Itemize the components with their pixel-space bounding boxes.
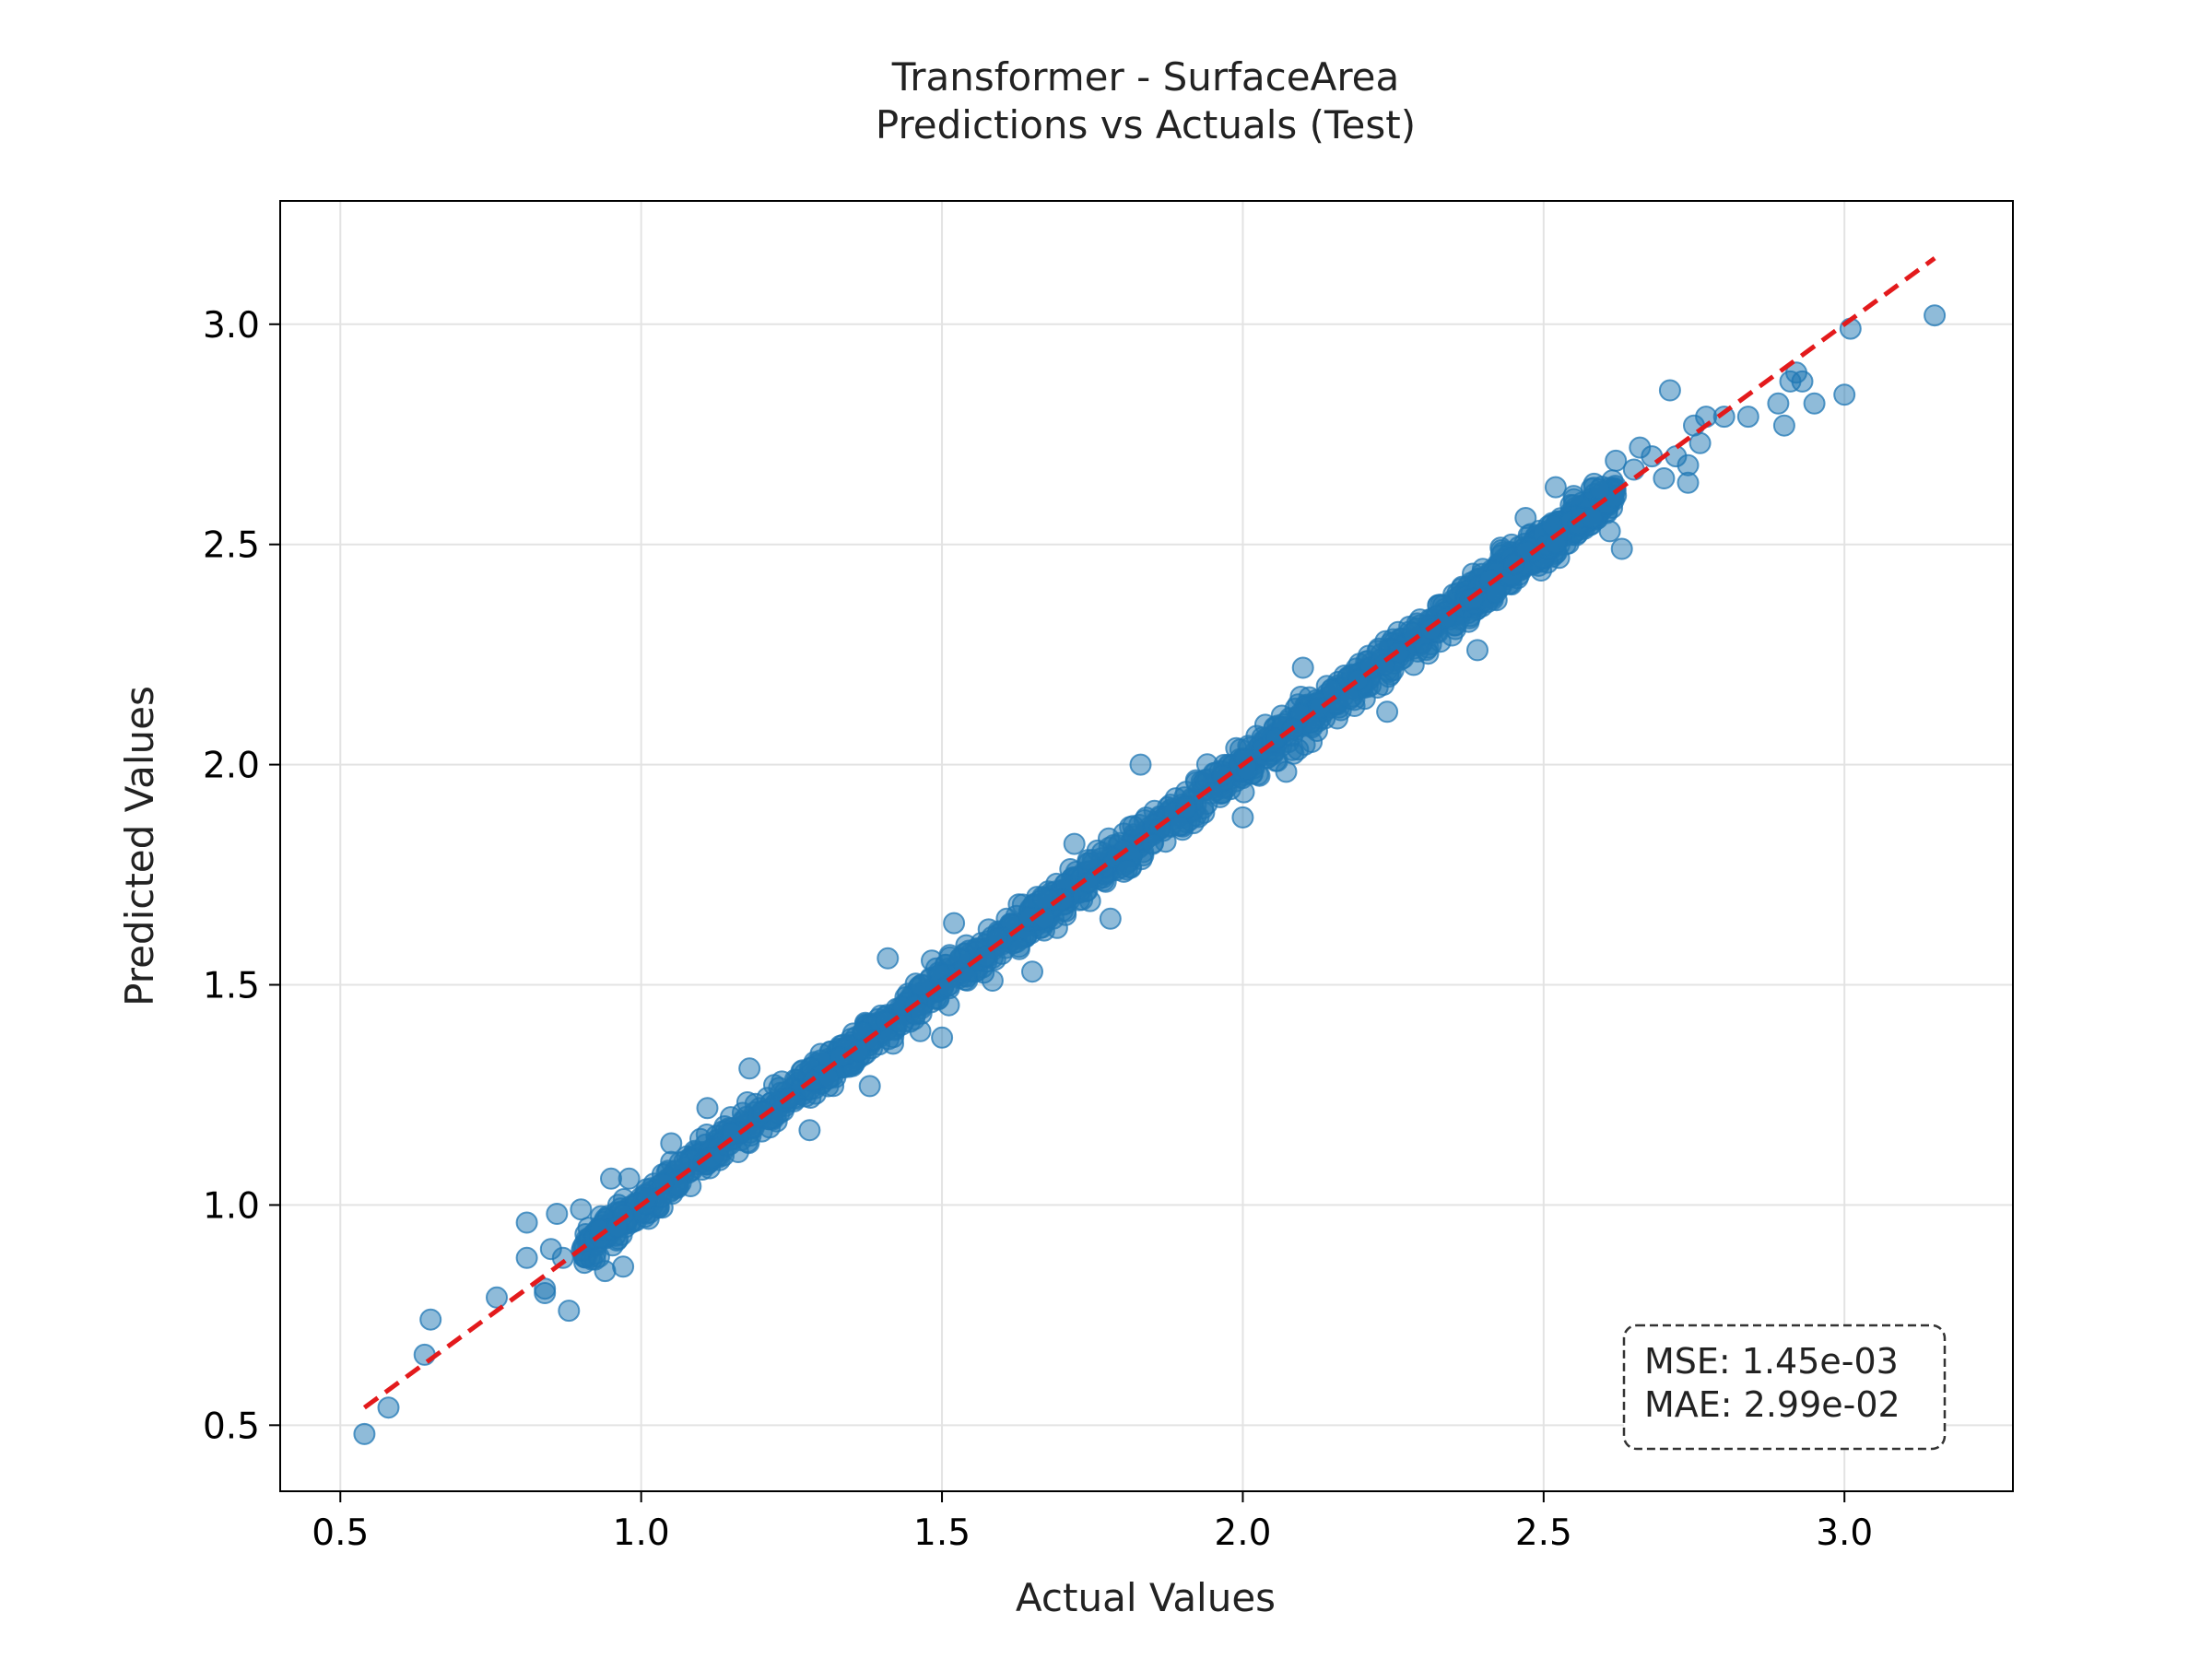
data-point <box>353 1422 376 1445</box>
data-point <box>1658 379 1681 402</box>
x-axis-label: Actual Values <box>1016 1575 1276 1620</box>
data-point <box>1562 485 1585 508</box>
chart-title: Transformer - SurfaceArea <box>891 54 1400 100</box>
data-point <box>419 1308 442 1331</box>
data-point <box>1610 537 1633 560</box>
data-point <box>1466 639 1488 662</box>
y-axis-label: Predicted Values <box>117 686 162 1006</box>
y-tick-label: 2.0 <box>203 746 260 787</box>
data-point <box>612 1255 635 1278</box>
reference-line <box>362 256 1936 1410</box>
data-point <box>1772 414 1795 437</box>
data-point <box>570 1198 593 1221</box>
data-point <box>1291 656 1314 679</box>
data-point <box>606 1216 629 1239</box>
data-point <box>910 1002 933 1025</box>
y-tick-label: 3.0 <box>203 305 260 347</box>
data-point <box>1736 406 1759 429</box>
data-point <box>1641 445 1664 468</box>
data-point <box>1376 700 1399 724</box>
data-point <box>877 1028 900 1051</box>
data-point <box>377 1396 400 1419</box>
data-point <box>1653 467 1676 489</box>
data-point <box>1099 907 1122 930</box>
data-point <box>1231 806 1254 829</box>
data-point <box>1122 815 1145 838</box>
data-point <box>738 1057 761 1080</box>
data-point <box>1417 642 1440 665</box>
y-tick-label: 1.5 <box>203 966 260 1007</box>
data-point <box>1077 849 1100 872</box>
data-point <box>534 1282 557 1304</box>
x-tick-label: 1.5 <box>913 1512 971 1554</box>
y-tick-label: 2.5 <box>203 525 260 567</box>
data-point <box>1141 832 1164 855</box>
data-point <box>486 1286 508 1309</box>
data-point <box>1168 815 1191 837</box>
x-tick-label: 3.0 <box>1816 1512 1873 1554</box>
data-point <box>618 1167 641 1190</box>
data-point <box>1129 753 1152 776</box>
data-point <box>931 1026 954 1049</box>
x-tick-label: 1.0 <box>613 1512 670 1554</box>
data-point <box>1514 507 1537 529</box>
data-point <box>1598 520 1621 543</box>
x-axis-ticks: 0.5 1.0 1.5 2.0 2.5 3.0 <box>312 1491 1873 1554</box>
data-point <box>1338 688 1361 711</box>
stats-box: MSE: 1.45e-03 MAE: 2.99e-02 <box>1622 1324 1947 1451</box>
data-point <box>1007 937 1030 960</box>
data-point <box>546 1203 569 1225</box>
plot-area-frame <box>279 200 2014 1492</box>
data-point <box>943 912 966 935</box>
data-point <box>1688 431 1712 454</box>
data-point <box>798 1119 821 1142</box>
data-point <box>1833 383 1856 406</box>
data-point <box>1605 449 1628 472</box>
data-point <box>910 973 933 996</box>
data-point <box>696 1097 719 1120</box>
data-point <box>1581 507 1604 529</box>
y-tick-label: 0.5 <box>203 1406 260 1447</box>
data-point <box>1767 392 1790 415</box>
stats-mse: MSE: 1.45e-03 <box>1644 1341 1899 1382</box>
y-tick-label: 1.0 <box>203 1185 260 1227</box>
data-point <box>660 1132 683 1155</box>
data-point <box>1791 370 1814 393</box>
data-point <box>1924 304 1947 327</box>
reference-line-group <box>362 256 1936 1410</box>
data-point <box>1544 476 1567 499</box>
data-point <box>1063 832 1086 855</box>
data-point <box>413 1343 436 1366</box>
data-point <box>594 1260 617 1283</box>
data-point <box>1588 477 1611 500</box>
data-point <box>877 947 900 970</box>
data-point <box>551 1246 574 1269</box>
data-point <box>1021 960 1043 983</box>
x-tick-label: 2.0 <box>1214 1512 1271 1554</box>
y-axis-ticks: 0.5 1.0 1.5 2.0 2.5 3.0 <box>203 305 280 1447</box>
data-point <box>1677 453 1700 477</box>
stats-mae: MAE: 2.99e-02 <box>1644 1384 1900 1425</box>
data-point <box>558 1300 581 1323</box>
x-tick-label: 2.5 <box>1515 1512 1572 1554</box>
data-point <box>515 1211 538 1234</box>
data-point <box>858 1075 881 1098</box>
data-point <box>938 944 961 967</box>
chart-subtitle: Predictions vs Actuals (Test) <box>876 102 1416 147</box>
x-tick-label: 0.5 <box>312 1512 369 1554</box>
data-point <box>1484 582 1507 605</box>
data-point <box>1031 888 1054 910</box>
data-point <box>1712 406 1735 429</box>
stats-box-frame <box>1622 1324 1947 1451</box>
data-point <box>1803 392 1826 415</box>
data-point <box>515 1246 538 1269</box>
data-point <box>1282 742 1305 765</box>
data-point <box>751 1100 773 1124</box>
data-point <box>1115 858 1138 881</box>
data-point <box>726 1141 749 1163</box>
